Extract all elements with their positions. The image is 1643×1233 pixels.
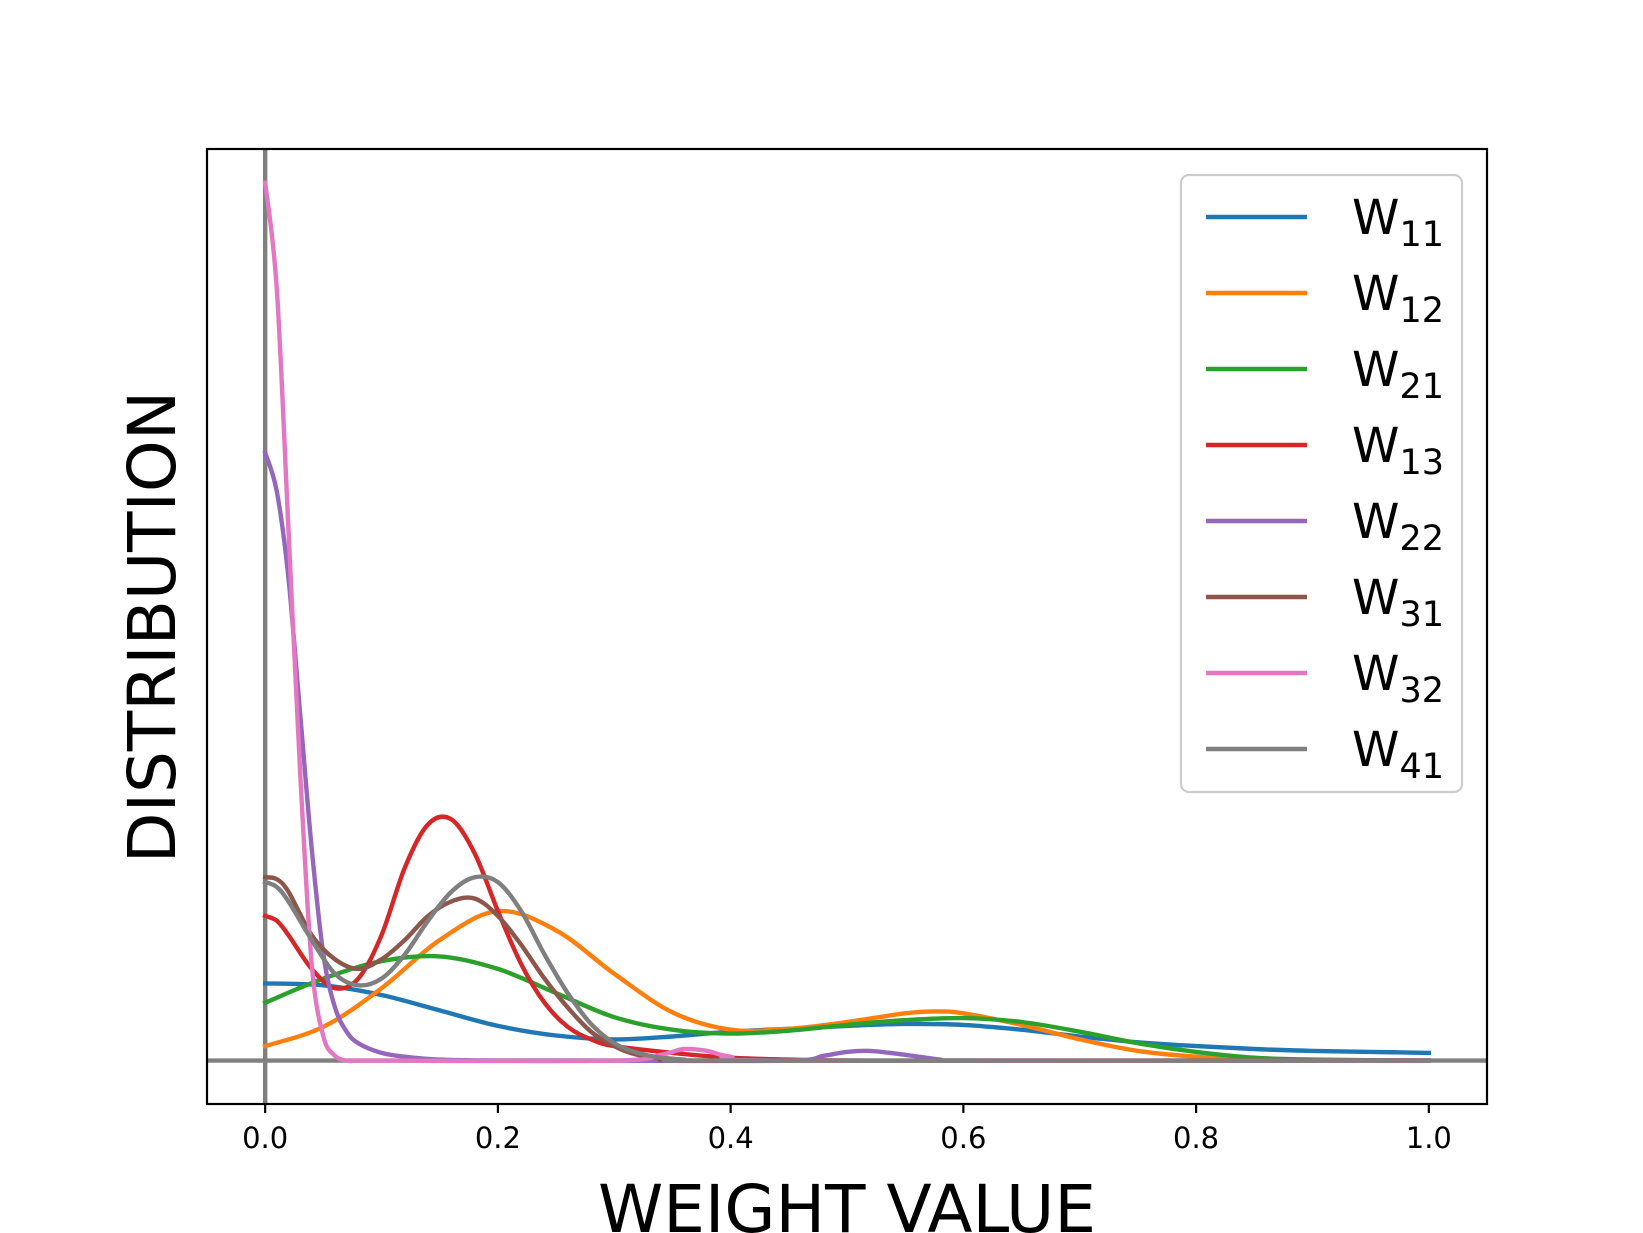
x-tick-label: 0.6 (940, 1121, 986, 1155)
series-line-w12 (262, 908, 1432, 1063)
legend-label-w11: W11 (1352, 190, 1444, 255)
x-tick-label: 0.8 (1173, 1121, 1219, 1155)
plot-frame (205, 147, 1489, 1106)
x-tick-label: 0.2 (475, 1121, 521, 1155)
legend-label-w12: W12 (1352, 266, 1444, 331)
legend-label-w21: W21 (1352, 342, 1444, 407)
x-axis-title: WEIGHT VALUE (598, 1171, 1096, 1233)
x-axis: 0.0 0.2 0.4 0.6 0.8 1.0 (242, 1104, 1452, 1155)
x-tick-label: 0.4 (708, 1121, 754, 1155)
legend: W11 W12 W21 W13 W22 W31 W32 W41 (1179, 173, 1464, 794)
legend-frame (1179, 173, 1464, 794)
legend-label-w41: W41 (1352, 722, 1444, 787)
series-line-w41 (262, 874, 1432, 1063)
y-axis-title: DISTRIBUTION (114, 391, 191, 864)
x-tick-label: 1.0 (1406, 1121, 1452, 1155)
legend-label-w13: W13 (1352, 418, 1444, 483)
x-tick-label: 0.0 (242, 1121, 288, 1155)
series-line-w21 (262, 953, 1432, 1063)
series-lines (262, 180, 1432, 1064)
legend-label-w32: W32 (1352, 646, 1444, 711)
legend-label-w22: W22 (1352, 494, 1444, 559)
legend-label-w31: W31 (1352, 570, 1444, 635)
